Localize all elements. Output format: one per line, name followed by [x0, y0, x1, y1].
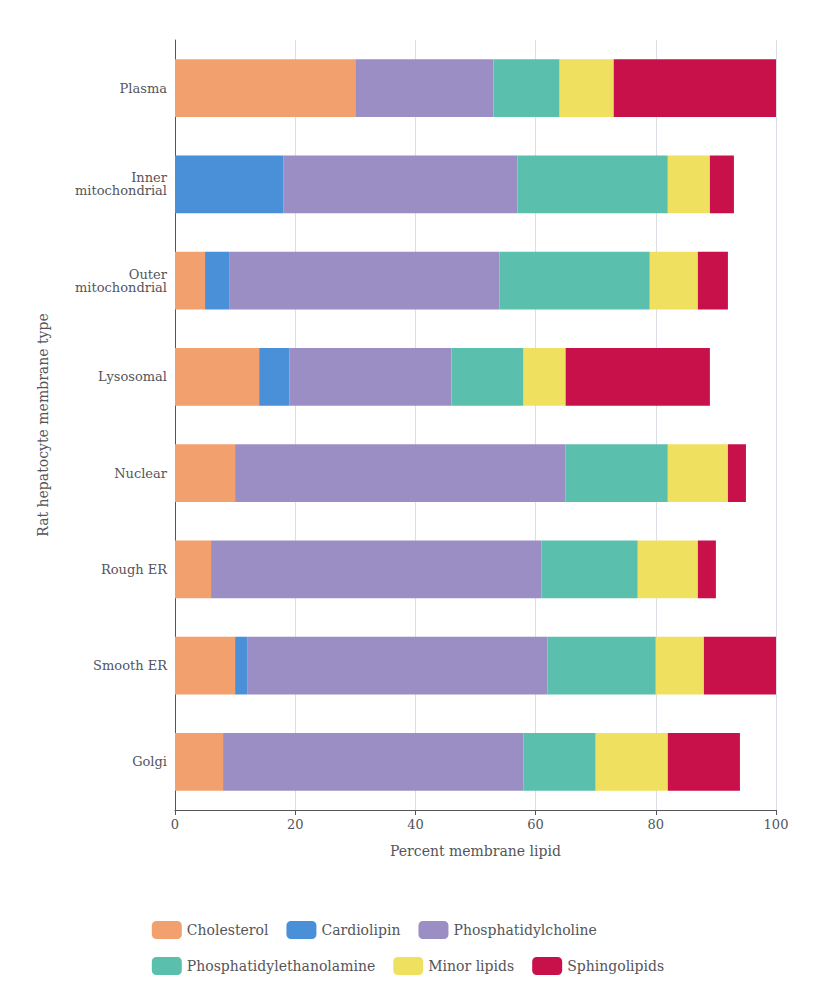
svg-text:20: 20 [287, 817, 304, 832]
svg-text:Smooth ER: Smooth ER [93, 658, 168, 673]
svg-text:40: 40 [407, 817, 424, 832]
svg-text:0: 0 [171, 817, 179, 832]
svg-text:Percent membrane lipid: Percent membrane lipid [390, 843, 561, 859]
svg-text:Nuclear: Nuclear [114, 466, 168, 481]
svg-text:mitochondrial: mitochondrial [75, 183, 167, 198]
svg-text:Minor lipids: Minor lipids [428, 958, 514, 974]
svg-text:Rough ER: Rough ER [101, 562, 168, 577]
svg-text:Phosphatidylcholine: Phosphatidylcholine [453, 922, 596, 938]
svg-text:mitochondrial: mitochondrial [75, 280, 167, 295]
svg-text:Lysosomal: Lysosomal [98, 369, 167, 384]
svg-text:100: 100 [764, 817, 789, 832]
svg-text:Sphingolipids: Sphingolipids [567, 958, 664, 974]
svg-text:Inner: Inner [131, 170, 167, 186]
svg-text:Plasma: Plasma [120, 81, 168, 96]
svg-text:60: 60 [527, 817, 544, 832]
svg-text:Outer: Outer [128, 266, 167, 282]
svg-text:Golgi: Golgi [132, 754, 167, 769]
svg-text:Rat hepatocyte membrane type: Rat hepatocyte membrane type [35, 313, 51, 536]
svg-text:Cholesterol: Cholesterol [187, 922, 269, 938]
svg-text:Phosphatidylethanolamine: Phosphatidylethanolamine [187, 958, 375, 974]
svg-text:80: 80 [648, 817, 665, 832]
svg-text:Cardiolipin: Cardiolipin [321, 922, 400, 938]
